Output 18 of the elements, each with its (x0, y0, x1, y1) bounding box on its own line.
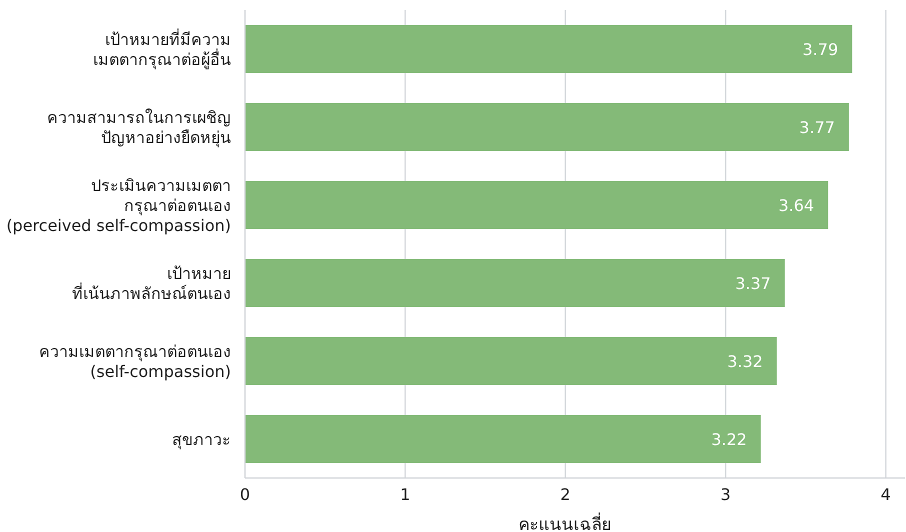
x-axis-title: คะแนนเฉลี่ย (518, 512, 612, 532)
data-label: 3.32 (727, 352, 763, 371)
x-tick-label: 2 (560, 485, 570, 504)
x-tick-label: 0 (240, 485, 250, 504)
y-tick-label: เป้าหมายที่มีความ เมตตากรุณาต่อผู้อื่น (93, 28, 231, 70)
data-label: 3.64 (778, 196, 814, 215)
x-tick-label: 4 (880, 485, 891, 504)
data-label: 3.79 (802, 40, 838, 59)
x-tick-label: 3 (720, 485, 731, 504)
y-tick-label: ประเมินความเมตตา กรุณาต่อตนเอง (perceived self-compassion) (6, 176, 231, 235)
y-tick-label: ความเมตตากรุณาต่อตนเอง (self-compassion) (39, 342, 231, 381)
data-label: 3.22 (711, 430, 747, 449)
data-label: 3.77 (799, 118, 835, 137)
data-label: 3.37 (735, 274, 771, 293)
y-tick-label: สุขภาวะ (172, 430, 231, 450)
x-tick-label: 1 (400, 485, 410, 504)
y-tick-label: เป้าหมาย ที่เน้นภาพลักษณ์ตนเอง (72, 264, 231, 303)
y-tick-label: ความสามารถในการเผชิญ ปัญหาอย่างยืดหยุ่น (47, 108, 231, 148)
